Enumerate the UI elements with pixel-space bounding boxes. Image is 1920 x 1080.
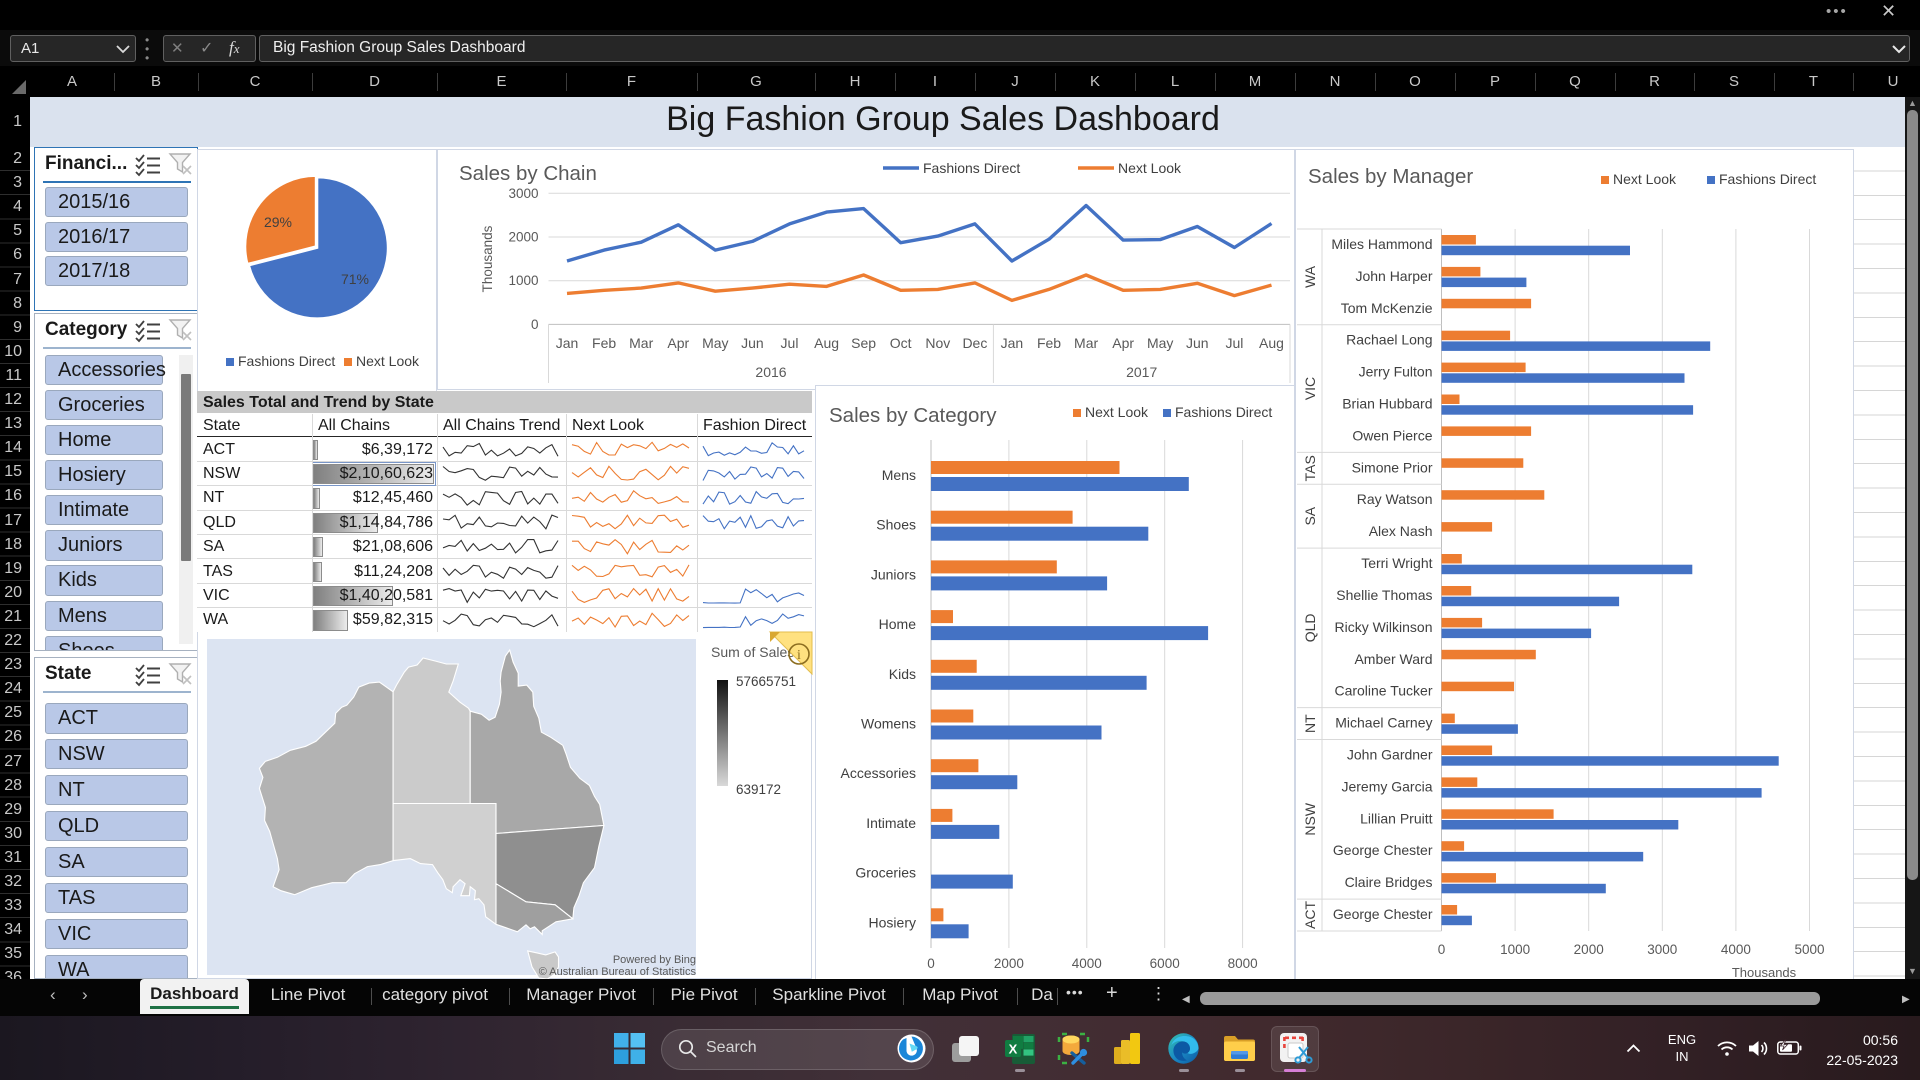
svg-text:Fashions Direct: Fashions Direct [238,353,335,369]
svg-text:Aug: Aug [814,335,839,351]
svg-text:John Harper: John Harper [1355,268,1432,284]
svg-text:Simone Prior: Simone Prior [1352,459,1433,475]
svg-text:2016: 2016 [755,364,786,380]
svg-text:Sales by Chain: Sales by Chain [459,162,597,185]
svg-text:George Chester: George Chester [1333,842,1433,858]
svg-text:Mar: Mar [629,335,653,351]
svg-text:Kids: Kids [889,666,916,682]
svg-text:Amber Ward: Amber Ward [1354,651,1432,667]
svg-text:Jeremy Garcia: Jeremy Garcia [1341,778,1432,794]
svg-text:Sales by Manager: Sales by Manager [1308,165,1473,188]
svg-text:Aug: Aug [1259,335,1284,351]
svg-text:Dec: Dec [962,335,987,351]
svg-text:2000: 2000 [994,956,1024,971]
svg-text:Fashions Direct: Fashions Direct [923,160,1020,176]
svg-text:Hosiery: Hosiery [869,914,916,930]
svg-text:1000: 1000 [508,273,538,288]
svg-text:Lillian Pruitt: Lillian Pruitt [1360,810,1432,826]
svg-text:0: 0 [1438,942,1446,957]
svg-text:i: i [797,648,801,663]
svg-text:Jan: Jan [1001,335,1024,351]
svg-text:Nov: Nov [925,335,950,351]
svg-text:Thousands: Thousands [480,225,495,292]
svg-text:3000: 3000 [508,186,538,201]
svg-text:8000: 8000 [1228,956,1258,971]
svg-text:Jan: Jan [556,335,579,351]
svg-text:May: May [1147,335,1173,351]
svg-text:Shoes: Shoes [876,517,916,533]
svg-text:Rachael Long: Rachael Long [1346,332,1432,348]
svg-text:Apr: Apr [667,335,689,351]
svg-text:1000: 1000 [1500,942,1530,957]
svg-text:Tom McKenzie: Tom McKenzie [1341,300,1433,316]
svg-text:Ricky Wilkinson: Ricky Wilkinson [1334,619,1432,635]
svg-text:Fashions Direct: Fashions Direct [1175,404,1272,420]
svg-text:John Gardner: John Gardner [1347,747,1433,763]
svg-text:Michael Carney: Michael Carney [1335,715,1432,731]
svg-text:Accessories: Accessories [841,765,916,781]
svg-text:4000: 4000 [1721,942,1751,957]
svg-text:NT: NT [1302,714,1318,733]
svg-text:Jun: Jun [1186,335,1209,351]
svg-text:2000: 2000 [508,230,538,245]
svg-text:Next Look: Next Look [1613,171,1677,187]
svg-text:Fashions Direct: Fashions Direct [1719,171,1816,187]
svg-text:George Chester: George Chester [1333,906,1433,922]
svg-text:Mar: Mar [1074,335,1098,351]
svg-text:2017: 2017 [1126,364,1157,380]
svg-text:Next Look: Next Look [356,353,420,369]
svg-text:May: May [702,335,728,351]
svg-text:Home: Home [879,616,917,632]
svg-text:29%: 29% [264,214,292,230]
svg-text:Terri Wright: Terri Wright [1361,555,1432,571]
svg-text:Mens: Mens [882,467,916,483]
svg-text:Caroline Tucker: Caroline Tucker [1334,683,1432,699]
svg-text:Oct: Oct [890,335,912,351]
svg-text:Jun: Jun [741,335,764,351]
svg-text:Next Look: Next Look [1118,160,1182,176]
svg-text:2000: 2000 [1574,942,1604,957]
svg-text:Next Look: Next Look [1085,404,1149,420]
svg-text:Feb: Feb [1037,335,1061,351]
svg-text:Jul: Jul [781,335,799,351]
svg-text:Feb: Feb [592,335,616,351]
svg-text:NSW: NSW [1302,802,1318,835]
svg-text:QLD: QLD [1302,614,1318,643]
svg-text:Womens: Womens [861,716,916,732]
svg-text:3000: 3000 [1647,942,1677,957]
svg-text:ACT: ACT [1302,901,1318,929]
svg-text:Ray Watson: Ray Watson [1357,491,1433,507]
svg-text:TAS: TAS [1302,455,1318,481]
svg-text:SA: SA [1302,506,1318,525]
svg-text:Alex Nash: Alex Nash [1369,523,1433,539]
svg-text:5000: 5000 [1794,942,1824,957]
svg-text:Jul: Jul [1225,335,1243,351]
svg-text:Owen Pierce: Owen Pierce [1352,427,1432,443]
svg-text:71%: 71% [341,271,369,287]
svg-text:Intimate: Intimate [866,815,916,831]
svg-text:Jerry Fulton: Jerry Fulton [1359,364,1433,380]
svg-text:Thousands: Thousands [1732,965,1797,980]
svg-text:VIC: VIC [1302,377,1318,400]
svg-text:Brian Hubbard: Brian Hubbard [1342,396,1432,412]
svg-text:X: X [1009,1042,1018,1057]
svg-text:Groceries: Groceries [855,865,916,881]
svg-text:Juniors: Juniors [871,566,916,582]
svg-text:Apr: Apr [1112,335,1134,351]
svg-text:Miles Hammond: Miles Hammond [1331,236,1432,252]
svg-text:0: 0 [531,317,539,332]
svg-text:Sep: Sep [851,335,876,351]
svg-text:Sales by Category: Sales by Category [829,404,997,427]
svg-text:6000: 6000 [1150,956,1180,971]
svg-text:WA: WA [1302,265,1318,288]
svg-text:0: 0 [927,956,935,971]
svg-text:4000: 4000 [1072,956,1102,971]
svg-text:Claire Bridges: Claire Bridges [1345,874,1433,890]
svg-text:Shellie Thomas: Shellie Thomas [1336,587,1432,603]
